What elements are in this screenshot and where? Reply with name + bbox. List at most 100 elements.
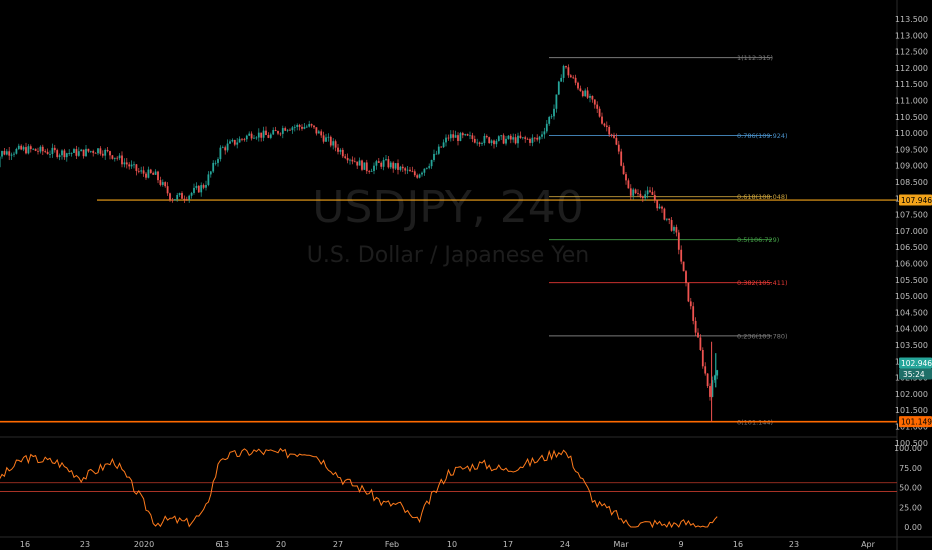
candle-body [173, 199, 176, 201]
candle-body [521, 137, 524, 139]
candle-body [507, 135, 510, 139]
price-axis[interactable]: 113.500 113.000 112.500 112.000 111.500 111.0… [895, 15, 928, 448]
candle-body [505, 138, 507, 144]
price-axis-tick: 105.500 [895, 276, 928, 285]
candle-body [687, 282, 690, 302]
candle-body [589, 95, 591, 98]
fib-retracement[interactable]: 1(112.315) 0.786(109.924) 0.618(108.048) 0.… [549, 54, 788, 426]
candle-body [651, 191, 654, 195]
candle-body [332, 141, 335, 146]
candle-body [447, 137, 450, 139]
candle-body [0, 156, 1, 168]
candle-body [32, 148, 35, 150]
candle-body [653, 194, 656, 200]
candle-body [411, 171, 414, 173]
price-axis-tick: 113.000 [895, 31, 928, 40]
candle-body [349, 159, 351, 161]
price-tags: 107.946 101.149 102.946 35:24 [899, 194, 932, 428]
candle-body [29, 146, 32, 150]
candle-body [241, 138, 243, 140]
candle-body [315, 127, 318, 134]
candle-body [169, 193, 171, 200]
candle-body [574, 77, 577, 83]
price-axis-tick: 111.000 [895, 97, 928, 106]
candle-body [361, 160, 363, 170]
candle-body [377, 161, 380, 163]
candle-body [274, 130, 277, 132]
candle-body [221, 147, 224, 149]
candle-body [425, 167, 428, 169]
price-axis-tick: 104.500 [895, 308, 928, 317]
candle-body [236, 142, 239, 145]
candle-body [195, 185, 198, 188]
price-axis-tick: 106.500 [895, 243, 928, 252]
candle-body [709, 386, 711, 397]
candle-body [5, 151, 8, 155]
candle-body [82, 149, 85, 157]
price-axis-tick: 101.500 [895, 406, 928, 415]
candle-body [485, 135, 488, 138]
candle-body [85, 148, 87, 157]
time-axis-tick: 13 [219, 540, 229, 549]
candle-body [63, 150, 66, 158]
time-axis[interactable]: 16 23 2020 613 20 27 Feb 10 17 24 Mar 9 16 23 Apr [20, 540, 876, 549]
candle-body [437, 146, 440, 154]
candle-body [423, 168, 426, 173]
horizontal-lines[interactable] [0, 199, 897, 423]
rsi-axis[interactable]: 100.00 75.00 50.00 25.00 0.00 [894, 444, 922, 532]
time-axis-tick: Feb [385, 540, 399, 549]
rsi-pane [0, 447, 897, 529]
candle-body [123, 162, 126, 165]
hline-price-tag-lower-bg [899, 416, 932, 428]
candle-body [399, 166, 402, 170]
candle-body [217, 159, 219, 163]
candle-body [219, 147, 222, 160]
candle-body [663, 208, 666, 220]
candle-body [329, 136, 332, 146]
candle-body [109, 151, 111, 156]
candle-body [524, 137, 527, 139]
candle-body [565, 66, 567, 68]
candle-body [356, 161, 359, 166]
candle-body [226, 143, 229, 151]
candle-body [197, 185, 200, 193]
candle-body [267, 135, 270, 138]
candle-body [449, 134, 452, 139]
candle-body [202, 185, 205, 188]
candle-body [51, 147, 54, 154]
candle-body [188, 195, 191, 200]
candle-body [133, 164, 135, 166]
candle-body [701, 349, 704, 367]
candle-body [53, 147, 56, 151]
candle-body [584, 90, 587, 97]
candle-body [248, 133, 251, 136]
fib-level-label: 0.236(103.780) [737, 332, 788, 340]
candle-body [207, 174, 210, 185]
time-axis-tick: 9 [678, 540, 683, 549]
candle-body [682, 261, 685, 272]
candle-body [238, 138, 241, 143]
candle-body [389, 162, 392, 168]
candle-body [262, 130, 265, 138]
candle-body [680, 249, 683, 262]
candle-body [250, 133, 253, 139]
candle-body [298, 125, 301, 127]
candle-body [27, 146, 30, 154]
price-axis-tick: 112.000 [895, 64, 928, 73]
candle-body [483, 135, 486, 144]
hline-price-tag-lower: 101.149 [901, 418, 932, 427]
candle-body [200, 185, 203, 193]
candle-body [363, 162, 366, 170]
candle-body [190, 192, 193, 196]
candle-body [25, 147, 27, 154]
candle-body [341, 149, 344, 157]
candle-body [433, 153, 435, 160]
candle-body [245, 135, 248, 140]
candle-body [661, 206, 663, 209]
price-axis-tick: 113.500 [895, 15, 928, 24]
candle-body [373, 165, 375, 171]
candle-body [387, 159, 390, 168]
candle-body [44, 151, 47, 153]
